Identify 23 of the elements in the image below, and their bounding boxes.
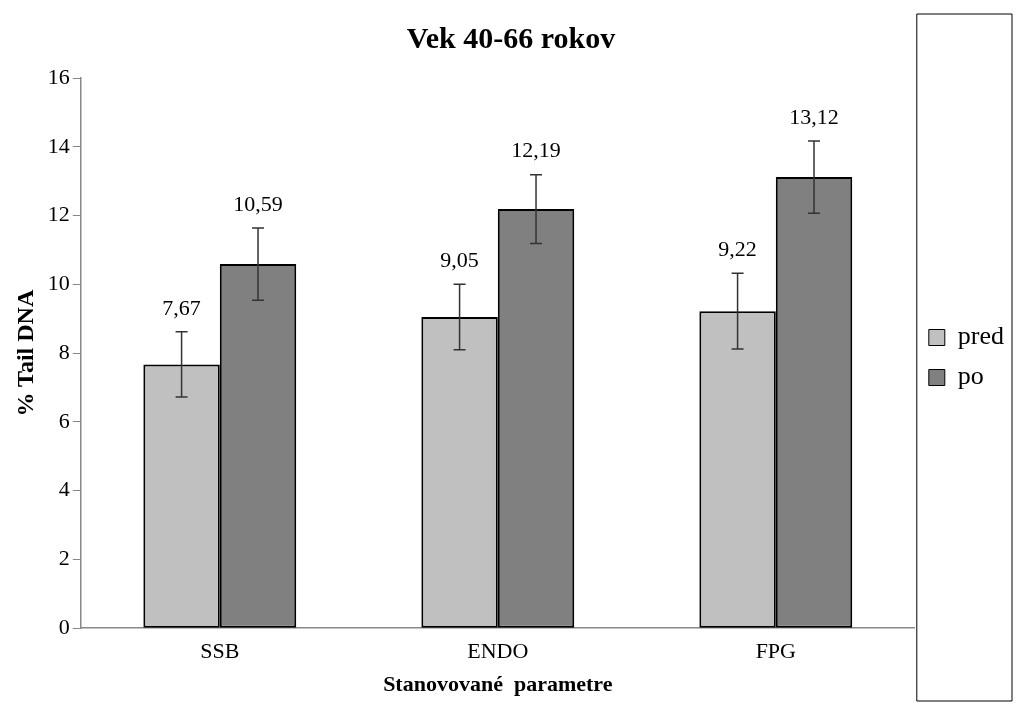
y-tick-label: 0 (58, 613, 70, 639)
data-label: 9,22 (718, 236, 757, 262)
legend-label: po (957, 361, 984, 391)
y-tick-label: 14 (47, 132, 70, 158)
data-label: 10,59 (233, 190, 283, 216)
y-tick-label: 12 (47, 201, 70, 227)
data-label: 9,05 (440, 247, 479, 273)
x-tick-label: ENDO (467, 638, 529, 664)
y-tick-label: 6 (58, 407, 70, 433)
chart-title: Vek 40-66 rokov (406, 20, 616, 54)
legend-label: pred (957, 321, 1004, 351)
data-label: 13,12 (789, 103, 839, 129)
y-tick-label: 4 (58, 476, 70, 502)
y-tick-label: 2 (58, 545, 70, 571)
data-label: 7,67 (162, 294, 201, 320)
x-axis-title: Stanovované parametre (383, 671, 613, 697)
x-tick-label: SSB (200, 638, 240, 664)
data-label: 12,19 (511, 137, 561, 163)
y-tick-label: 8 (58, 338, 70, 364)
y-tick-label: 10 (47, 270, 70, 296)
y-tick-label: 16 (47, 63, 70, 89)
x-tick-label: FPG (755, 638, 797, 664)
y-axis-title: % Tail DNA (11, 289, 38, 417)
